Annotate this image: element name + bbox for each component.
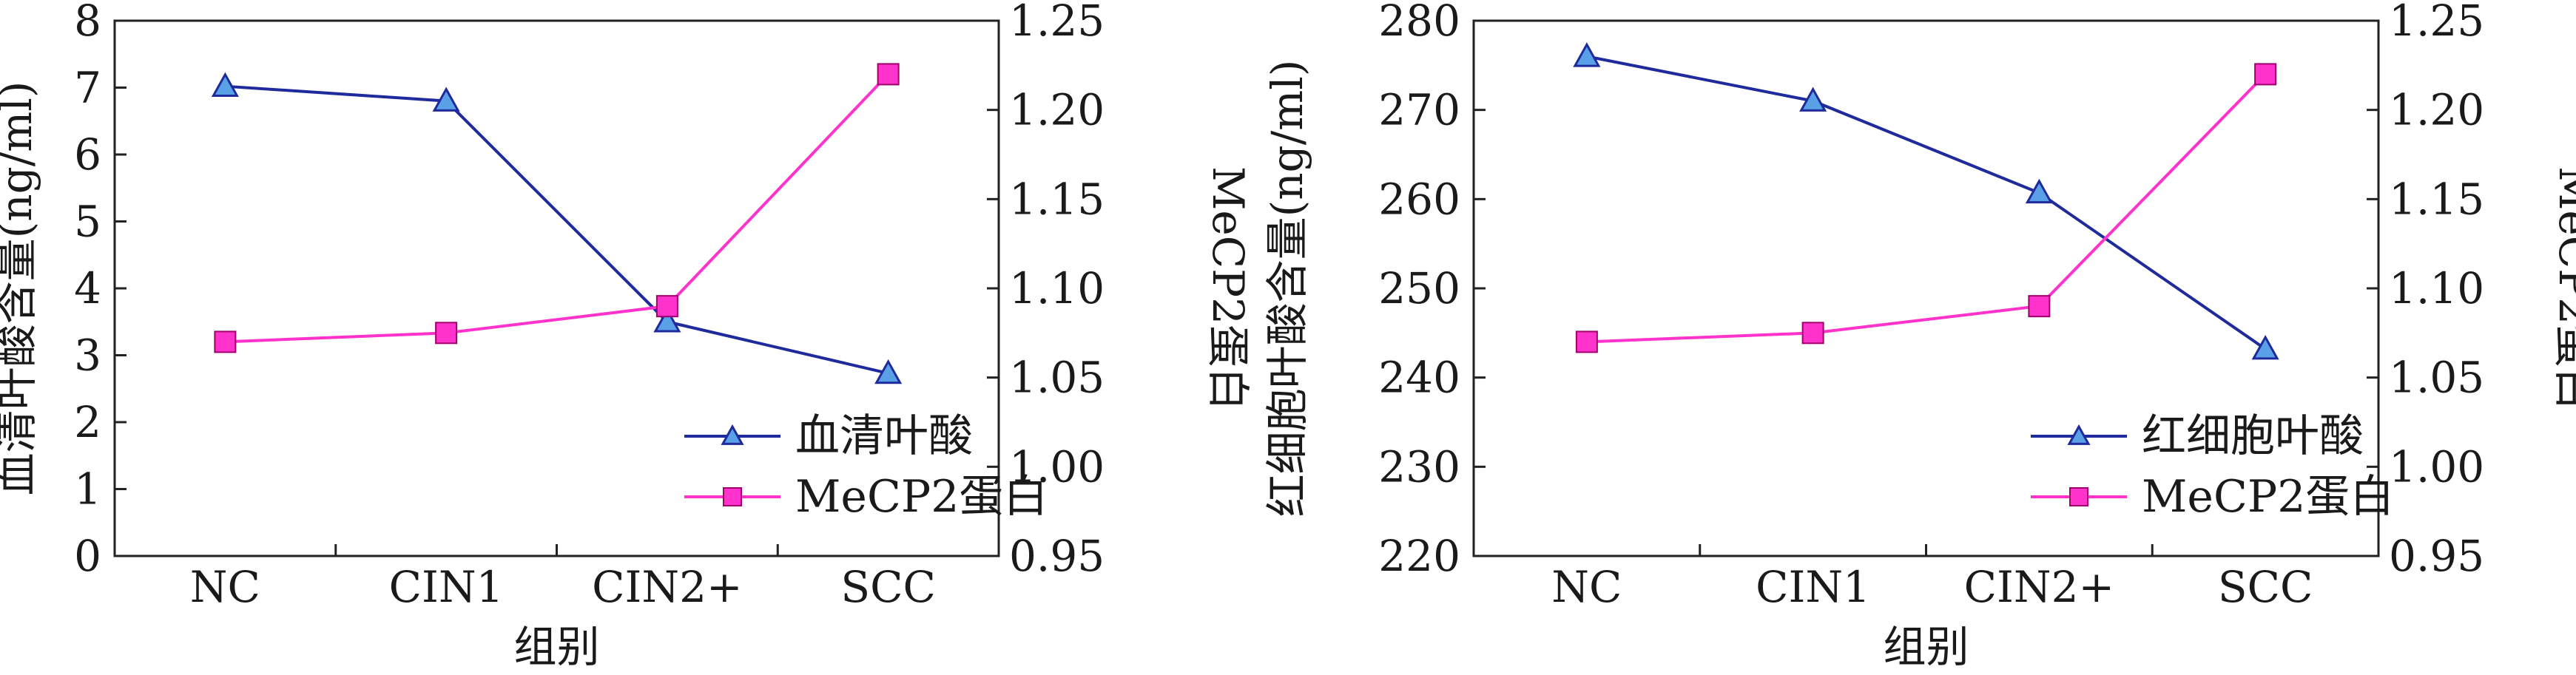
y2-tick-label: 1.25 (2389, 0, 2484, 46)
y2-tick-label: 1.20 (1009, 85, 1105, 135)
data-point-triangle (874, 359, 903, 384)
data-point-triangle (211, 72, 239, 97)
legend-marker-triangle (2067, 424, 2091, 445)
y2-tick-label: 0.95 (2389, 531, 2484, 581)
y2-tick-label: 1.00 (2389, 441, 2484, 492)
y2-axis-title: MeCP2蛋白 (1203, 166, 1253, 410)
data-point-triangle (653, 308, 681, 333)
y-tick-label: 230 (1378, 441, 1460, 492)
chart-panel-2: 220 230 240 250 260 270 280 0.95 1.00 1.05 1.10 1.1… (1262, 0, 2576, 672)
y-tick-label: 5 (74, 197, 101, 247)
y-tick-label: 250 (1378, 263, 1460, 313)
y-tick-label: 8 (74, 0, 101, 46)
data-point-square (435, 322, 458, 345)
x-tick-label: CIN2+ (1964, 562, 2115, 612)
x-tick-label: NC (1551, 562, 1622, 612)
legend-label: MeCP2蛋白 (2142, 471, 2394, 523)
x-tick-label: SCC (840, 562, 936, 612)
y2-tick-label: 1.05 (2389, 353, 2484, 403)
y2-tick-label: 0.95 (1009, 531, 1105, 581)
data-point-square (877, 63, 900, 86)
y2-tick-label: 1.15 (2389, 174, 2484, 224)
data-point-square (1575, 330, 1598, 353)
x-axis-title: 组别 (1883, 622, 1969, 671)
y2-axis-title: MeCP2蛋白 (2549, 166, 2576, 410)
y-tick-label: 1 (74, 464, 101, 515)
x-axis-title: 组别 (513, 622, 599, 671)
data-point-triangle (432, 87, 460, 112)
data-point-square (1801, 322, 1824, 345)
x-tick-label: NC (190, 562, 260, 612)
x-tick-label: CIN1 (1756, 562, 1870, 612)
legend-label: 红细胞叶酸 (2142, 410, 2364, 462)
chart-panel-1: 0 1 2 3 4 5 6 7 8 0.95 1.00 1.05 1.10 1.15 1.20 1.25 NC C… (0, 0, 1253, 672)
y2-tick-label: 1.15 (1009, 174, 1105, 224)
y-tick-label: 7 (74, 63, 101, 113)
y-tick-label: 270 (1378, 85, 1460, 135)
y2-tick-label: 1.00 (1009, 441, 1105, 492)
legend-marker-square (2069, 487, 2088, 506)
y2-tick-label: 1.10 (2389, 263, 2484, 313)
y2-tick-label: 1.25 (1009, 0, 1105, 46)
series-line-2 (1586, 73, 2267, 344)
data-point-triangle (2251, 334, 2279, 360)
legend-marker-triangle (721, 424, 744, 445)
y-tick-label: 0 (74, 531, 101, 581)
series-line-2 (225, 73, 890, 344)
y-axis-title: 血清叶酸含量(ng/ml) (0, 81, 41, 496)
data-point-square (2254, 63, 2277, 86)
y2-tick-label: 1.05 (1009, 353, 1105, 403)
y2-tick-label: 1.20 (2389, 85, 2484, 135)
data-point-square (2028, 295, 2051, 318)
y-tick-label: 3 (74, 330, 101, 381)
data-point-square (214, 330, 237, 353)
y-tick-label: 6 (74, 129, 101, 180)
series-line-1 (225, 84, 889, 375)
y-tick-label: 2 (74, 397, 101, 447)
y-tick-label: 240 (1378, 353, 1460, 403)
data-point-triangle (2025, 178, 2053, 204)
y-tick-label: 280 (1378, 0, 1460, 46)
data-point-square (655, 295, 678, 318)
data-point-triangle (1573, 42, 1601, 67)
y-tick-label: 4 (74, 263, 101, 313)
y-tick-label: 220 (1378, 531, 1460, 581)
legend-label: MeCP2蛋白 (795, 471, 1048, 523)
legend-marker-square (723, 487, 742, 506)
x-tick-label: SCC (2218, 562, 2313, 612)
legend-label: 血清叶酸 (795, 410, 973, 462)
y-tick-label: 260 (1378, 174, 1460, 224)
y-axis-title: 红细胞叶酸含量(ng/ml) (1262, 60, 1312, 518)
data-point-triangle (1799, 87, 1827, 112)
x-tick-label: CIN2+ (592, 562, 743, 612)
y2-tick-label: 1.10 (1009, 263, 1105, 313)
x-tick-label: CIN1 (389, 562, 504, 612)
series-line-1 (1586, 55, 2267, 350)
